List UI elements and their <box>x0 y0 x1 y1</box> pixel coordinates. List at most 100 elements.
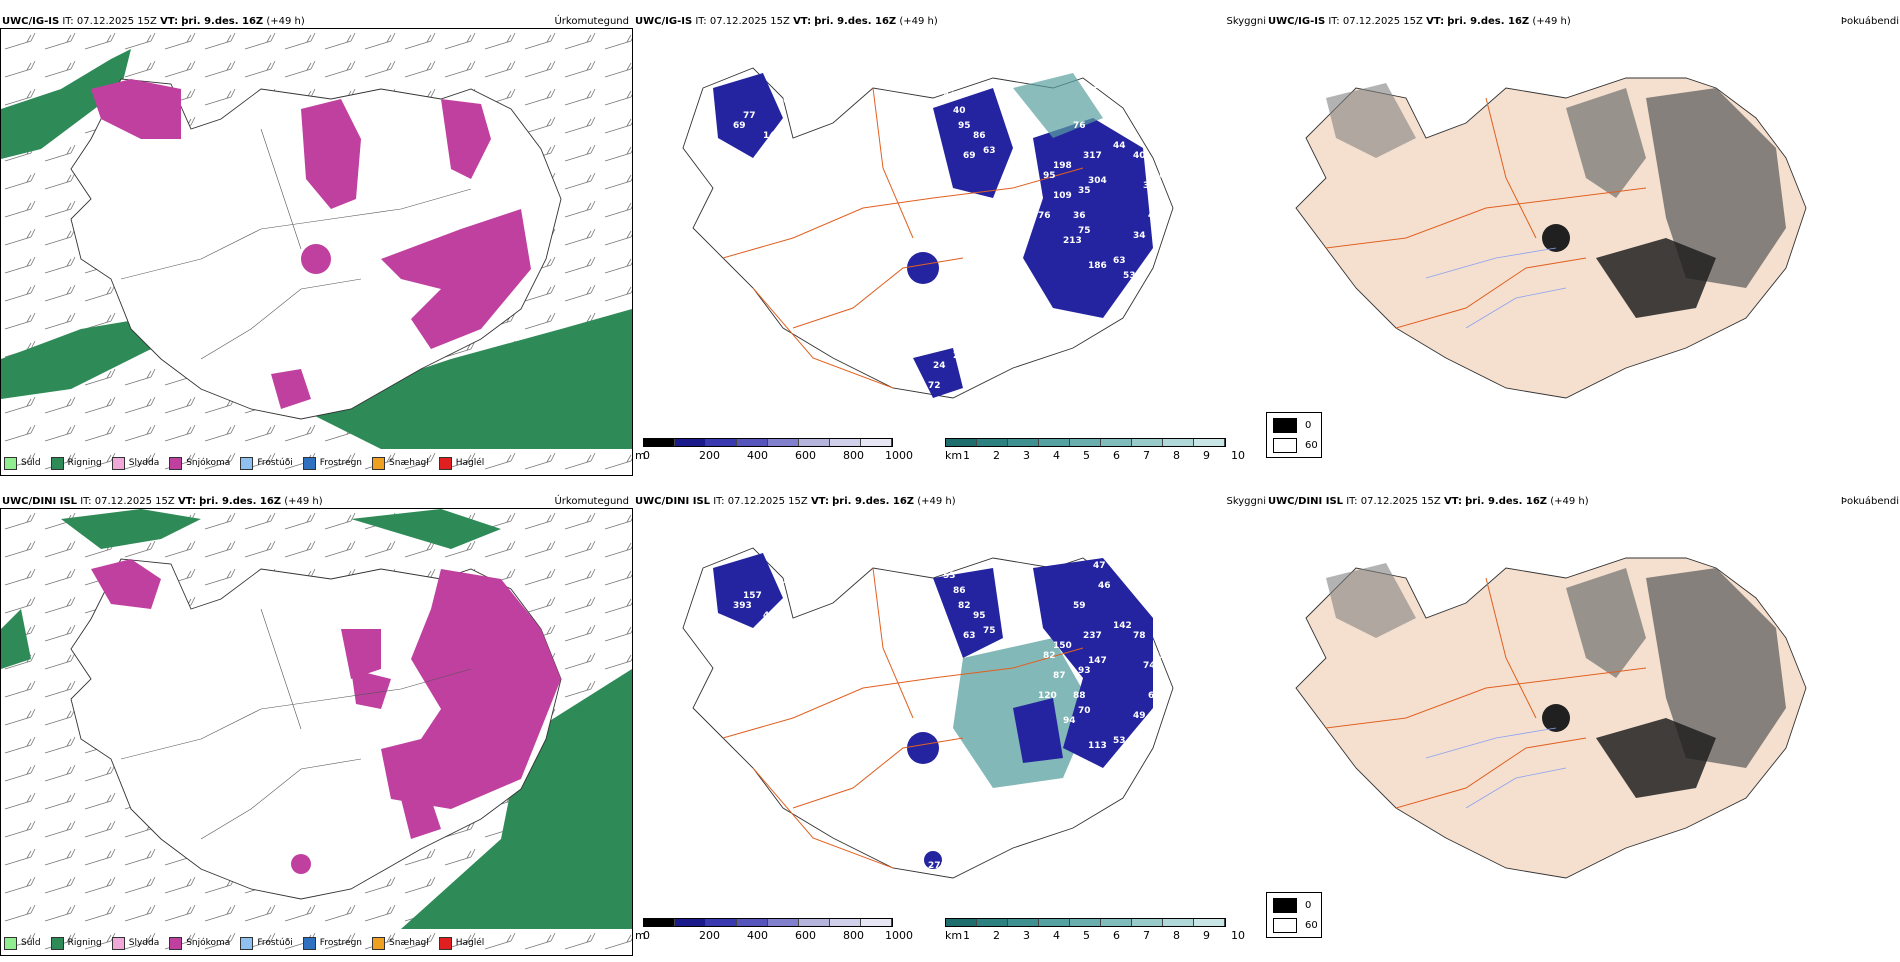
visibility-value-label: 317 <box>1083 151 1102 161</box>
fog-swatch <box>1273 418 1297 433</box>
vis-colorbar-cells <box>945 438 1226 447</box>
cbar-cell <box>861 919 892 926</box>
snow-spot <box>291 854 311 874</box>
legend-swatch <box>372 936 386 950</box>
visibility-value-label: 93 <box>1078 666 1091 676</box>
panel-title: Skyggni <box>1226 16 1266 27</box>
legend-item: Súld <box>4 936 41 950</box>
tick-label: 10 <box>1231 929 1245 942</box>
visibility-value-label: 77 <box>743 111 756 121</box>
init-time: 07.12.2025 15Z <box>94 496 175 507</box>
tick-label: 1000 <box>885 929 913 942</box>
legend-item: Haglél <box>438 936 484 950</box>
visibility-value-label: 36 <box>1143 181 1156 191</box>
legend-label: Snjókoma <box>186 458 231 468</box>
tick-label: 3 <box>1023 929 1030 942</box>
snow-area <box>271 369 311 409</box>
fog-spot <box>1542 704 1570 732</box>
legend-label: Frostregn <box>319 458 363 468</box>
visibility-value-label: 304 <box>1088 176 1107 186</box>
fog-legend-row: 60 <box>1273 918 1318 933</box>
tick-label: 200 <box>699 449 720 462</box>
lead-time: (+49 h) <box>917 496 956 507</box>
cbar-cell <box>799 919 830 926</box>
low-cloud-area <box>713 553 783 628</box>
visibility-value-label: 89 <box>1153 651 1166 661</box>
visibility-value-label: 70 <box>1078 706 1091 716</box>
visibility-value-label: 109 <box>1053 191 1072 201</box>
legend-item: Frostregn <box>302 936 362 950</box>
tick-label: 6 <box>1113 449 1120 462</box>
init-time: 07.12.2025 15Z <box>76 16 157 27</box>
legend-label: Súld <box>21 458 41 468</box>
visibility-value-label: 86 <box>953 586 966 596</box>
fog-legend-label: 0 <box>1305 900 1312 911</box>
visibility-value-label: 76 <box>1073 121 1086 131</box>
snow-area <box>301 99 361 209</box>
precip-map <box>0 508 633 956</box>
rain-area <box>301 309 632 449</box>
cbar-cell <box>768 439 799 446</box>
tick-label: 1000 <box>885 449 913 462</box>
visibility-value-label: 75 <box>983 626 996 636</box>
init-time: 07.12.2025 15Z <box>709 16 790 27</box>
cbar-cell <box>1039 439 1070 446</box>
vis-unit: km <box>945 449 963 462</box>
legend-item: Frostúði <box>240 936 293 950</box>
init-time: 07.12.2025 15Z <box>727 496 808 507</box>
cloud-ticks: 0 200 400 600 800 1000 <box>643 929 913 943</box>
legend-swatch <box>438 456 452 470</box>
visibility-value-label: 36 <box>1073 211 1086 221</box>
road-lines <box>1325 97 1647 329</box>
visibility-value-label: 142 <box>1113 621 1132 631</box>
tick-label: 7 <box>1143 929 1150 942</box>
valid-time: þri. 9.des. 16Z <box>1465 496 1548 507</box>
visibility-value-label: 65 <box>933 841 946 851</box>
tick-label: 1 <box>963 929 970 942</box>
legend-swatch <box>4 456 17 470</box>
visibility-value-label: 198 <box>1053 161 1072 171</box>
fog-legend-label: 0 <box>1305 420 1312 431</box>
rain-area <box>401 669 632 929</box>
tick-label: 7 <box>1143 449 1150 462</box>
precip-panel-top: UWC/IG-IS IT: 07.12.2025 15Z VT: þri. 9.… <box>0 12 633 482</box>
road-lines <box>722 567 1084 869</box>
vis-colorbar <box>945 438 1226 447</box>
legend-item: Slydda <box>111 456 159 470</box>
legend-swatch <box>169 936 183 950</box>
fog-shade <box>1566 88 1646 198</box>
vt-label: VT: <box>1426 16 1445 27</box>
legend-item: Súld <box>4 456 41 470</box>
cbar-cell <box>1132 919 1163 926</box>
cbar-cell <box>1132 439 1163 446</box>
tick-label: 800 <box>843 449 864 462</box>
cloud-unit: m <box>635 929 646 942</box>
road-lines <box>120 128 472 360</box>
legend-swatch <box>169 456 183 470</box>
visibility-value-label: 95 <box>973 611 986 621</box>
tick-label: 800 <box>843 929 864 942</box>
fog-legend-row: 0 <box>1273 898 1311 913</box>
visibility-value-label: 59 <box>933 171 946 181</box>
visibility-value-label: 36 <box>1153 171 1166 181</box>
legend-swatch <box>302 456 316 470</box>
visibility-value-label: 34 <box>1133 231 1146 241</box>
visibility-value-label: 61 <box>1148 691 1161 701</box>
model-name: UWC/IG-IS <box>1268 16 1326 27</box>
legend-label: Rigning <box>67 938 102 948</box>
cbar-cell <box>977 439 1008 446</box>
model-name: UWC/DINI ISL <box>1268 496 1344 507</box>
rain-area <box>61 509 201 549</box>
cbar-cell <box>737 439 768 446</box>
cbar-cell <box>861 439 892 446</box>
visibility-value-label: 74 <box>1143 661 1156 671</box>
cbar-cell <box>1163 919 1194 926</box>
legend-label: Snæhagl <box>389 458 429 468</box>
snow-area <box>381 569 561 809</box>
cbar-cell <box>1070 919 1101 926</box>
legend-label: Snæhagl <box>389 938 429 948</box>
visibility-value-label: 27 <box>953 351 966 361</box>
legend-item: Rigning <box>50 456 102 470</box>
precip-map <box>0 28 633 476</box>
